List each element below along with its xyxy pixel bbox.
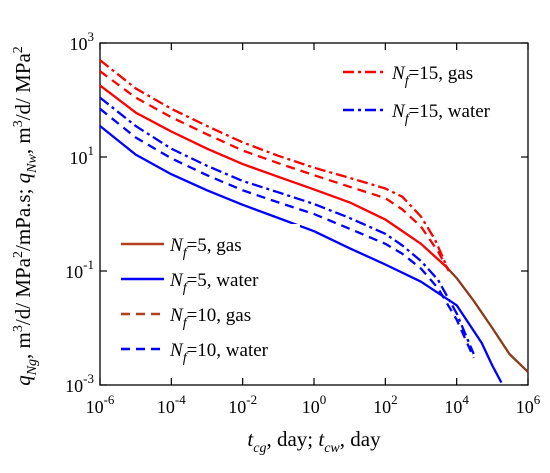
- y-axis-title-part-9: , m: [11, 127, 35, 154]
- y-axis-title-part-0: q: [11, 375, 35, 386]
- y-axis-title-part-11: /d/ MPa: [11, 53, 35, 121]
- legend-box-bottom: [112, 224, 300, 370]
- series-line-nf5-gas-tail: [445, 265, 529, 373]
- y-tick-label-0: 10-3: [65, 371, 94, 396]
- series-line-nf10-water: [99, 107, 475, 359]
- y-axis-title-part-10: 3: [11, 120, 26, 127]
- x-tick-label-1: 10-4: [157, 392, 186, 417]
- y-axis-title-part-1: Ng: [25, 359, 40, 376]
- x-axis-title-part-1: cg: [253, 441, 266, 456]
- y-axis-title-part-3: 3: [11, 325, 26, 332]
- tick-layer: 10-6 10-4 10-2 100 102 104 106 10-3 10-1 101 103: [65, 29, 541, 417]
- series-line-nf15-gas: [99, 59, 450, 272]
- legend-label-nf5-water: Nf=5, water: [169, 270, 259, 296]
- x-tick-label-3: 100: [302, 392, 327, 417]
- x-tick-label-0: 10-6: [86, 392, 115, 417]
- x-axis-title-part-5: , day: [340, 427, 381, 451]
- series-line-nf15-water: [99, 96, 475, 355]
- x-tick-label-4: 102: [373, 392, 398, 417]
- y-axis-title-part-12: 2: [11, 46, 26, 53]
- x-axis-title-part-4: cw: [324, 441, 340, 456]
- y-axis-title-part-8: Nw: [25, 153, 40, 173]
- y-axis-title-part-6: /mPa.s;: [11, 183, 35, 251]
- x-axis-title-part-0: t: [247, 427, 254, 451]
- y-axis-title-part-5: 2: [11, 251, 26, 258]
- y-tick-label-3: 103: [70, 29, 95, 54]
- legend-label-nf5-gas: Nf=5, gas: [169, 235, 242, 261]
- y-axis-title-part-4: /d/ MPa: [11, 257, 35, 325]
- y-axis-title: qNg, m3/d/ MPa2/mPa.s; qNw, m3/d/ MPa2: [11, 46, 40, 386]
- legend-label-nf15-gas: Nf=15, gas: [391, 63, 473, 89]
- legend-label-nf15-water: Nf=15, water: [391, 101, 491, 127]
- x-axis-title-part-2: , day;: [266, 427, 318, 451]
- x-tick-label-2: 10-2: [228, 392, 257, 417]
- y-axis-title-part-2: , m: [11, 332, 35, 359]
- y-tick-label-1: 10-1: [65, 257, 94, 282]
- series-line-nf5-gas: [99, 84, 447, 268]
- x-axis-title: tcg, day; tcw, day: [247, 427, 381, 456]
- legend-layer: Nf=15, gas Nf=15, water Nf=5, gas Nf=5, wat…: [112, 52, 526, 370]
- legend-box-top: [334, 52, 526, 134]
- series-layer: [99, 59, 529, 384]
- x-axis-title-part-3: t: [318, 427, 325, 451]
- y-axis-title-part-7: q: [11, 172, 35, 183]
- y-tick-label-2: 101: [70, 143, 95, 168]
- series-line-nf5-water: [99, 125, 503, 384]
- x-tick-label-6: 106: [516, 392, 541, 417]
- legend-label-nf10-gas: Nf=10, gas: [169, 305, 251, 331]
- legend-label-nf10-water: Nf=10, water: [169, 340, 269, 366]
- x-tick-label-5: 104: [444, 392, 469, 417]
